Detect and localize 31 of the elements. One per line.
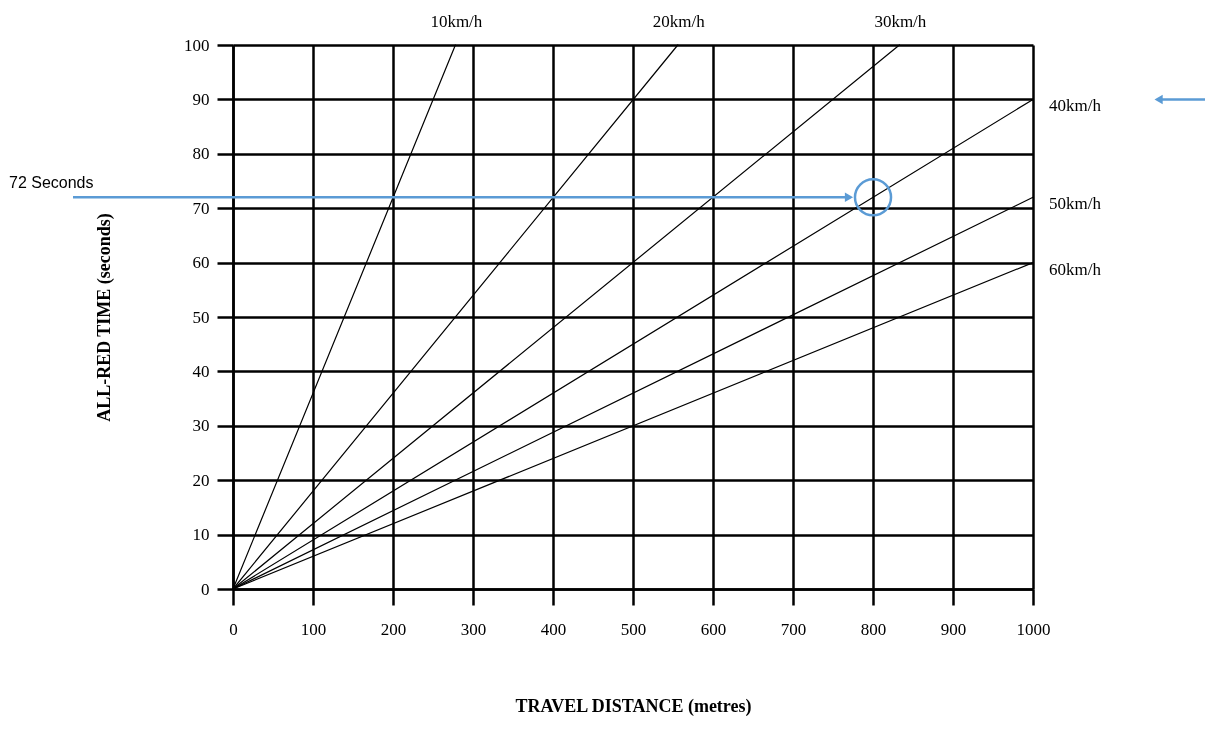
series-label: 20km/h — [652, 12, 706, 31]
y-tick-label: 70 — [192, 198, 210, 218]
y-tick-label: 0 — [201, 579, 210, 599]
x-axis-title: TRAVEL DISTANCE (metres) — [515, 695, 752, 717]
y-tick-label: 80 — [192, 144, 210, 164]
x-tick-label: 900 — [940, 619, 967, 639]
x-tick-label: 400 — [540, 619, 567, 639]
y-tick-label: 30 — [192, 416, 210, 436]
x-tick-label: 500 — [620, 619, 647, 639]
x-tick-label: 0 — [229, 619, 238, 639]
x-tick-label: 800 — [860, 619, 887, 639]
series-label: 60km/h — [1049, 259, 1102, 279]
series-label: 10km/h — [430, 12, 483, 31]
series-label: 30km/h — [874, 12, 927, 31]
y-tick-label: 50 — [192, 307, 210, 327]
x-tick-label: 300 — [460, 619, 487, 639]
x-tick-label: 700 — [780, 619, 807, 639]
x-tick-label: 1000 — [1016, 619, 1051, 639]
y-tick-label: 10 — [192, 525, 210, 545]
y-tick-label: 100 — [184, 35, 210, 55]
series-label: 50km/h — [1049, 194, 1102, 214]
ref-line-label: 72 Seconds — [9, 174, 94, 192]
x-tick-label: 200 — [380, 619, 407, 639]
y-tick-label: 60 — [192, 253, 210, 273]
series-label: 40km/h — [1049, 96, 1102, 116]
x-tick-label: 100 — [300, 619, 327, 639]
y-axis-title: ALL-RED TIME (seconds) — [94, 213, 115, 422]
y-tick-label: 40 — [192, 361, 210, 381]
y-tick-label: 90 — [192, 89, 210, 109]
y-tick-label: 20 — [192, 470, 210, 490]
x-tick-label: 600 — [700, 619, 727, 639]
